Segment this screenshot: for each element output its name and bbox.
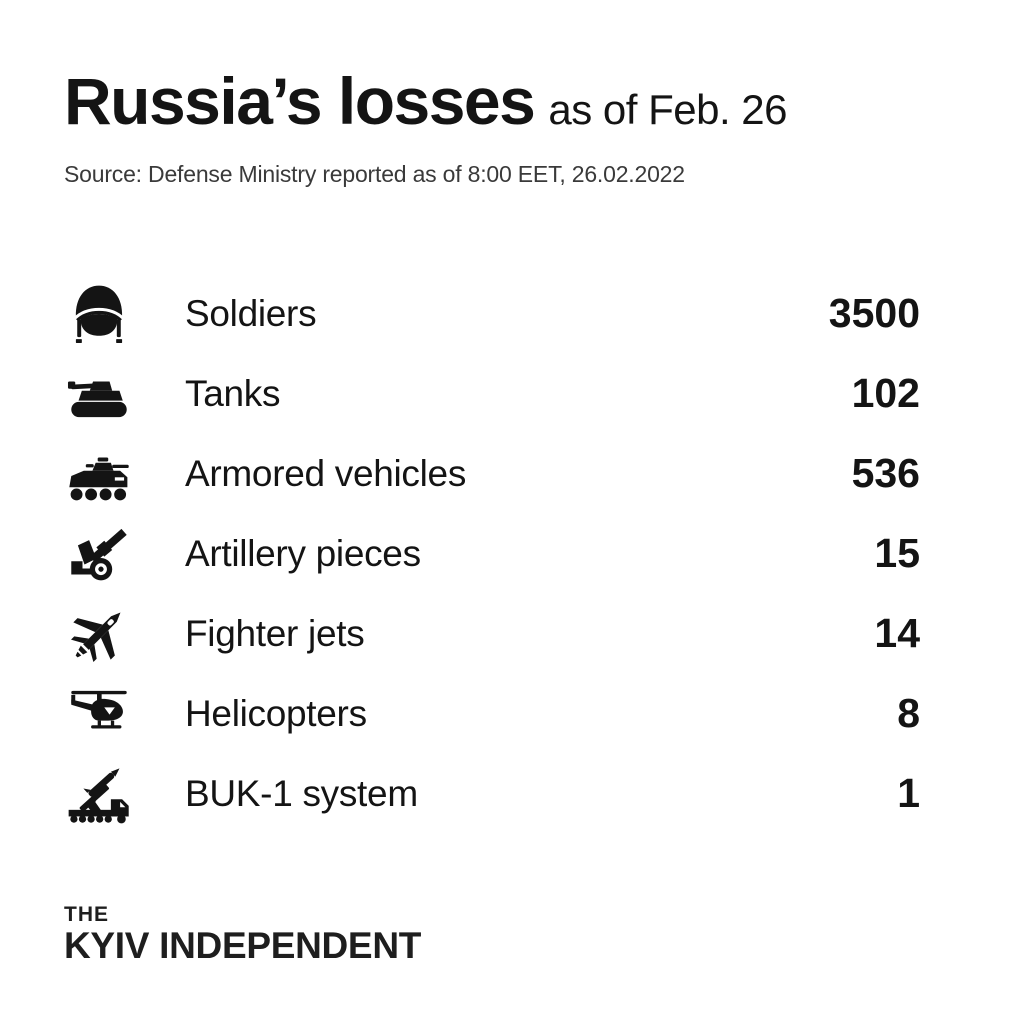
title-main: Russia’s losses — [64, 64, 536, 138]
source-line: Source: Defense Ministry reported as of … — [64, 160, 685, 187]
row-label: Tanks — [185, 372, 281, 414]
row-label: Soldiers — [185, 292, 317, 334]
table-row-buk-system: BUK-1 system 1 — [64, 754, 920, 834]
table-row-armored-vehicles: Armored vehicles 536 — [64, 434, 920, 514]
losses-table: Soldiers 3500 Tanks 102 — [64, 274, 920, 834]
row-value: 1 — [897, 770, 920, 817]
table-row-helicopters: Helicopters 8 — [64, 674, 920, 754]
table-row-tanks: Tanks 102 — [64, 354, 920, 434]
brand-logo: THE KYIV INDEPENDENT — [64, 903, 421, 967]
row-label: BUK-1 system — [185, 772, 418, 814]
table-row-soldiers: Soldiers 3500 — [64, 274, 920, 354]
row-value: 536 — [851, 450, 920, 497]
row-value: 102 — [851, 370, 920, 417]
helmet-icon — [64, 281, 134, 347]
row-label: Helicopters — [185, 692, 367, 734]
row-value: 15 — [874, 530, 920, 577]
row-value: 8 — [897, 690, 920, 737]
row-label: Armored vehicles — [185, 452, 467, 494]
title-suffix: as of Feb. 26 — [548, 86, 787, 133]
armored-vehicle-icon — [64, 441, 134, 507]
fighter-jet-icon — [64, 601, 134, 667]
brand-line-the: THE — [64, 903, 109, 926]
page-title: Russia’s losses as of Feb. 26 — [64, 68, 960, 134]
row-label: Fighter jets — [185, 612, 365, 654]
artillery-icon — [64, 521, 134, 587]
table-row-fighter-jets: Fighter jets 14 — [64, 594, 920, 674]
tank-icon — [64, 361, 134, 427]
row-value: 3500 — [828, 290, 920, 337]
row-label: Artillery pieces — [185, 532, 421, 574]
helicopter-icon — [64, 681, 134, 747]
brand-line-kyiv-independent: KYIV INDEPENDENT — [64, 925, 422, 967]
missile-launcher-icon — [64, 761, 134, 827]
header: Russia’s losses as of Feb. 26 Source: Def… — [0, 0, 1024, 188]
row-value: 14 — [874, 610, 920, 657]
table-row-artillery: Artillery pieces 15 — [64, 514, 920, 594]
